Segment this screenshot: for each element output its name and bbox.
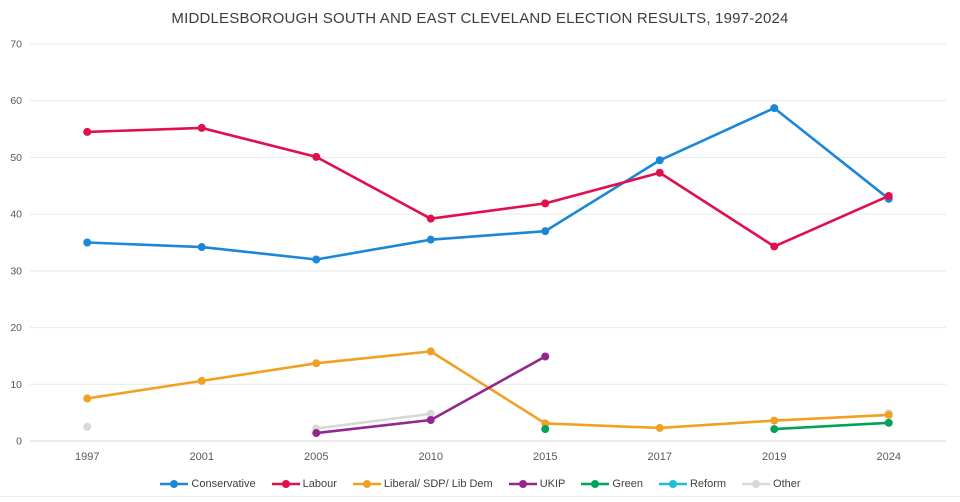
legend-item-label: Other <box>773 477 801 490</box>
legend-marker-icon <box>271 480 300 488</box>
series-point-liberal-sdp-lib-dem <box>770 416 779 425</box>
x-axis-tick-label: 2017 <box>648 451 672 463</box>
series-line-labour <box>543 171 662 205</box>
series-line-liberal-sdp-lib-dem <box>658 419 776 430</box>
series-point-conservative <box>312 255 321 264</box>
y-axis-tick-label: 30 <box>10 265 22 277</box>
legend-item-labour: Labour <box>271 477 337 490</box>
y-axis-tick-label: 60 <box>10 95 22 107</box>
series-line-conservative <box>85 241 204 249</box>
series-line-liberal-sdp-lib-dem <box>772 413 891 422</box>
series-point-labour <box>312 152 321 161</box>
legend-item-label: Reform <box>689 477 727 490</box>
series-line-ukip <box>429 355 547 422</box>
x-axis-tick-label: 2015 <box>533 451 557 463</box>
series-point-liberal-sdp-lib-dem <box>83 394 92 403</box>
series-line-labour <box>772 194 891 248</box>
series-point-ukip <box>426 416 435 425</box>
y-axis-tick-label: 0 <box>16 436 22 448</box>
series-line-other <box>314 412 433 430</box>
series-line-conservative <box>429 229 547 241</box>
legend-marker-icon <box>742 480 771 488</box>
series-point-liberal-sdp-lib-dem <box>541 419 550 428</box>
series-point-liberal-sdp-lib-dem <box>884 410 893 419</box>
legend-item-label: Labour <box>302 477 337 490</box>
series-point-green <box>770 425 779 434</box>
x-axis-tick-label: 2024 <box>877 451 901 463</box>
series-point-liberal-sdp-lib-dem <box>426 347 435 356</box>
x-axis-tick-label: 2010 <box>419 451 443 463</box>
y-axis-tick-label: 10 <box>10 379 22 391</box>
series-point-conservative <box>426 235 435 244</box>
y-axis-tick-label: 70 <box>10 39 22 51</box>
legend-item-label: UKIP <box>539 477 566 490</box>
legend-marker-icon <box>658 480 687 488</box>
series-line-conservative <box>543 158 662 233</box>
x-axis-tick-label: 2001 <box>190 451 214 463</box>
series-point-conservative <box>83 238 92 247</box>
series-point-conservative <box>541 227 550 236</box>
series-point-liberal-sdp-lib-dem <box>655 423 664 432</box>
series-point-other <box>426 409 435 418</box>
y-axis-tick-label: 20 <box>10 322 22 334</box>
series-line-liberal-sdp-lib-dem <box>85 379 204 400</box>
chart-title: MIDDLESBOROUGH SOUTH AND EAST CLEVELAND … <box>171 10 789 27</box>
series-point-other <box>83 422 92 431</box>
x-axis-tick-label: 2019 <box>762 451 786 463</box>
series-point-conservative <box>197 243 206 252</box>
legend-marker-icon <box>508 480 537 488</box>
series-point-labour <box>541 199 550 208</box>
legend-item-reform: Reform <box>658 477 727 490</box>
series-point-green <box>541 425 550 434</box>
series-point-liberal-sdp-lib-dem <box>197 376 206 385</box>
series-line-liberal-sdp-lib-dem <box>200 362 318 383</box>
series-point-ukip <box>312 429 321 438</box>
series-point-labour <box>884 191 893 200</box>
x-axis-tick-label: 2005 <box>304 451 328 463</box>
legend-item-other: Other <box>741 477 801 490</box>
bottom-divider <box>0 496 960 497</box>
legend-marker-icon <box>160 480 189 488</box>
series-point-green <box>884 418 893 427</box>
y-axis-tick-label: 40 <box>10 209 22 221</box>
legend-item-green: Green <box>580 477 643 490</box>
series-point-labour <box>770 242 779 251</box>
series-line-labour <box>658 171 776 248</box>
legend-item-label: Liberal/ SDP/ Lib Dem <box>383 477 493 490</box>
series-point-conservative <box>655 156 664 165</box>
series-line-conservative <box>314 238 433 261</box>
x-axis-tick-label: 1997 <box>75 451 99 463</box>
series-line-conservative <box>658 106 776 162</box>
legend: Conservative Labour Liberal/ SDP/ Lib Dem U… <box>0 474 960 494</box>
series-point-conservative <box>770 104 779 113</box>
series-line-conservative <box>200 245 318 261</box>
series-line-green <box>772 421 891 431</box>
legend-item-liberal-sdp-lib-dem: Liberal/ SDP/ Lib Dem <box>352 477 493 490</box>
series-point-labour <box>83 127 92 136</box>
legend-item-label: Green <box>612 477 643 490</box>
series-point-labour <box>655 168 664 177</box>
legend-marker-icon <box>352 480 381 488</box>
legend-item-ukip: UKIP <box>508 477 566 490</box>
y-axis-tick-label: 50 <box>10 152 22 164</box>
series-line-liberal-sdp-lib-dem <box>543 422 662 430</box>
series-line-ukip <box>314 418 433 435</box>
series-point-labour <box>197 123 206 132</box>
series-line-liberal-sdp-lib-dem <box>314 350 433 365</box>
series-line-labour <box>429 202 547 220</box>
series-line-conservative <box>772 106 891 201</box>
legend-item-label: Conservative <box>191 477 256 490</box>
legend-marker-icon <box>581 480 610 488</box>
series-point-liberal-sdp-lib-dem <box>312 359 321 368</box>
series-line-labour <box>314 155 433 220</box>
series-line-labour <box>85 126 204 134</box>
legend-item-conservative: Conservative <box>159 477 256 490</box>
series-line-labour <box>200 126 318 159</box>
series-point-labour <box>426 214 435 223</box>
series-point-ukip <box>541 352 550 361</box>
